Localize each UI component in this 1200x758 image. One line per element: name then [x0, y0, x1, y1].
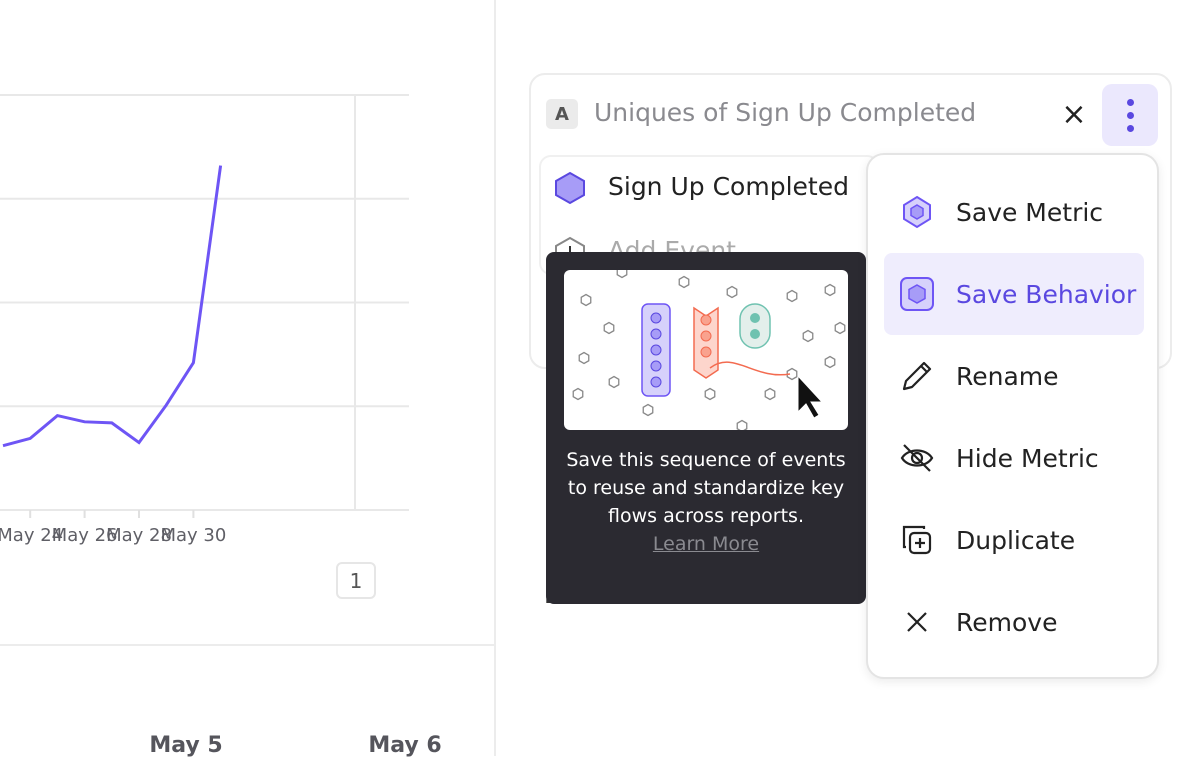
pencil-icon — [900, 359, 934, 393]
hexagon-icon — [678, 275, 690, 289]
page-badge[interactable]: 1 — [336, 562, 376, 599]
hexagon-icon — [786, 367, 798, 381]
hexagon-icon — [578, 351, 590, 365]
hexagon-icon — [572, 387, 584, 401]
menu-item-duplicate[interactable]: Duplicate — [884, 499, 1144, 581]
hexagon-icon — [608, 375, 620, 389]
learn-more-link[interactable]: Learn More — [652, 533, 760, 555]
x-tick-label: May 28 — [106, 525, 172, 546]
date-label: May 6 — [368, 733, 442, 758]
more-options-button[interactable] — [1102, 84, 1158, 146]
x-tick-label: May 30 — [160, 525, 227, 546]
event-hexagon-icon — [555, 171, 585, 205]
hexagon-icon — [704, 387, 716, 401]
options-menu: Save Metric Save Behavior Rename Hide Me… — [866, 153, 1159, 679]
menu-item-save-behavior[interactable]: Save Behavior — [884, 253, 1144, 335]
menu-item-rename[interactable]: Rename — [884, 335, 1144, 417]
hexagon-icon — [603, 321, 615, 335]
metric-letter-badge: A — [546, 99, 578, 129]
behavior-illustration — [564, 270, 848, 430]
metric-title[interactable]: Uniques of Sign Up Completed — [594, 98, 977, 127]
hexagon-icon — [616, 270, 628, 279]
hexagon-icon — [824, 283, 836, 297]
hexagon-icon — [726, 285, 738, 299]
menu-item-save-metric[interactable]: Save Metric — [884, 171, 1144, 253]
hexagon-icon — [764, 387, 776, 401]
x-tick-label: May 24 — [0, 525, 64, 546]
hexagon-icon — [834, 321, 846, 335]
date-label: May 5 — [149, 733, 223, 758]
hexagon-icon — [736, 419, 748, 430]
hexagon-icon — [786, 289, 798, 303]
tooltip-text: Save this sequence of events to reuse an… — [566, 449, 846, 527]
section-divider — [0, 644, 494, 646]
event-name[interactable]: Sign Up Completed — [608, 172, 849, 201]
behavior-icon — [900, 277, 934, 311]
close-button[interactable]: × — [1061, 96, 1087, 132]
hexagon-icon — [824, 355, 836, 369]
line-chart — [0, 94, 409, 518]
panel-divider — [494, 0, 496, 756]
series-line — [2, 165, 223, 448]
hexagon-icon — [900, 195, 934, 229]
menu-item-remove[interactable]: Remove — [884, 581, 1144, 663]
hexagon-icon — [802, 329, 814, 343]
x-tick-label: May 26 — [51, 525, 118, 546]
eye-off-icon — [900, 441, 934, 475]
hexagon-icon — [642, 403, 654, 417]
duplicate-icon — [900, 523, 934, 557]
menu-item-hide-metric[interactable]: Hide Metric — [884, 417, 1144, 499]
close-icon — [900, 605, 934, 639]
save-behavior-tooltip: Save this sequence of events to reuse an… — [546, 252, 878, 604]
hexagon-icon — [580, 293, 592, 307]
